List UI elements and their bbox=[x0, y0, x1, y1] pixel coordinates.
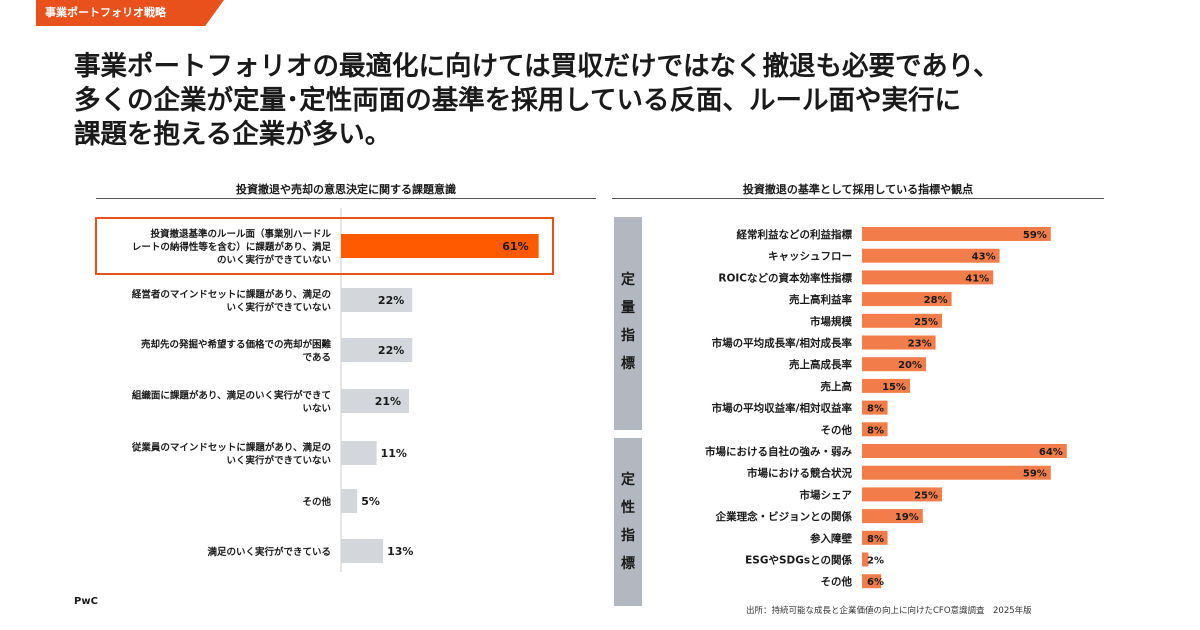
left-value-label: 22% bbox=[378, 294, 404, 307]
left-value-label: 21% bbox=[375, 395, 401, 408]
left-value-label: 61% bbox=[502, 240, 528, 253]
right-bar bbox=[862, 292, 952, 307]
right-bar bbox=[862, 509, 923, 524]
right-bar bbox=[862, 444, 1067, 458]
right-chart-title: 投資撤退の基準として採用している指標や観点 bbox=[742, 183, 974, 196]
left-category-label: である bbox=[303, 352, 331, 364]
right-value-label: 15% bbox=[882, 382, 906, 393]
right-bar bbox=[862, 574, 882, 589]
left-value-label: 11% bbox=[381, 447, 407, 460]
left-category-label: 従業員のマインドセットに課題があり、満足の bbox=[131, 442, 331, 454]
right-value-label: 6% bbox=[867, 577, 884, 588]
right-category-label: ESGやSDGsとの関係 bbox=[745, 554, 852, 567]
source-note: 出所：持続可能な成長と企業価値の向上に向けたCFO意識調査 2025年版 bbox=[746, 606, 1032, 616]
right-category-label: その他 bbox=[821, 575, 853, 588]
left-chart-rule bbox=[96, 198, 596, 199]
right-category-label: 売上高成長率 bbox=[789, 358, 852, 371]
left-category-label: 投資撤退基準のルール面（事業別ハードル bbox=[150, 228, 331, 240]
section-tag: 事業ポートフォリオ戦略 bbox=[36, 0, 224, 26]
right-value-label: 8% bbox=[867, 404, 884, 415]
left-category-label: 売却先の発掘や希望する価格での売却が困難 bbox=[141, 339, 332, 351]
right-category-label: 市場における自社の強み・弱み bbox=[705, 445, 852, 458]
left-value-label: 22% bbox=[378, 344, 404, 357]
left-bar bbox=[341, 539, 384, 563]
left-bar bbox=[341, 338, 413, 362]
headline-line: 事業ポートフォリオの最適化に向けては買収だけではなく撤退も必要であり、 bbox=[74, 51, 1000, 82]
qualitative-group-label: 定 性 指 標 bbox=[621, 472, 635, 572]
left-category-label: 経営者のマインドセットに課題があり、満足の bbox=[132, 289, 331, 301]
right-category-label: 売上高 bbox=[821, 380, 853, 393]
left-bar bbox=[341, 288, 413, 312]
right-value-label: 20% bbox=[898, 360, 922, 371]
right-value-label: 8% bbox=[867, 534, 884, 545]
headline-line: 多くの企業が定量･定性両面の基準を採用している反面、ルール面や実行に bbox=[74, 85, 961, 116]
left-bar bbox=[341, 441, 377, 465]
brand-logo-text: PwC bbox=[74, 596, 98, 607]
right-bar bbox=[862, 400, 888, 415]
right-bar bbox=[862, 357, 926, 372]
qualitative-group-box bbox=[614, 438, 642, 606]
left-category-label: その他 bbox=[302, 496, 331, 508]
right-category-label: 市場シェア bbox=[800, 488, 853, 501]
right-bar bbox=[862, 313, 942, 328]
right-value-label: 19% bbox=[895, 512, 919, 523]
right-category-label: 市場の平均収益率/相対収益率 bbox=[712, 402, 853, 415]
right-bar bbox=[862, 227, 1051, 241]
right-bar bbox=[862, 270, 994, 285]
right-value-label: 2% bbox=[867, 556, 884, 567]
left-category-label: いない bbox=[302, 404, 331, 415]
right-value-label: 25% bbox=[914, 317, 938, 328]
left-bar bbox=[341, 489, 358, 513]
left-bar bbox=[341, 389, 410, 413]
right-bar bbox=[862, 378, 910, 393]
right-chart-rule bbox=[612, 198, 1104, 199]
right-bar-chart: 経常利益などの利益指標 59% キャッシュフロー 43% ROICなどの資本効率性指標 4… bbox=[705, 227, 1067, 589]
right-category-label: その他 bbox=[821, 423, 853, 436]
right-category-label: 企業理念・ビジョンとの関係 bbox=[715, 510, 853, 523]
right-category-label: 市場規模 bbox=[810, 315, 852, 328]
highlight-frame bbox=[95, 217, 554, 275]
right-bar bbox=[862, 335, 936, 350]
quantitative-group-box bbox=[614, 217, 642, 430]
left-bar bbox=[341, 234, 539, 258]
left-chart-title: 投資撤退や売却の意思決定に関する課題意識 bbox=[236, 183, 456, 196]
left-category-label: いく実行ができていない bbox=[226, 302, 331, 314]
right-value-label: 64% bbox=[1039, 447, 1063, 458]
headline-line: 課題を抱える企業が多い。 bbox=[74, 119, 392, 150]
right-category-label: 市場の平均成長率/相対成長率 bbox=[712, 337, 853, 350]
left-bar-chart: 投資撤退基準のルール面（事業別ハードルレートの納得性等を含む）に課題があり、満足… bbox=[95, 208, 554, 572]
left-value-label: 5% bbox=[361, 495, 380, 508]
right-bar bbox=[862, 530, 888, 545]
right-value-label: 25% bbox=[914, 490, 938, 501]
right-value-label: 28% bbox=[924, 295, 948, 306]
right-value-label: 8% bbox=[867, 425, 884, 436]
right-value-label: 41% bbox=[965, 273, 989, 284]
right-bar bbox=[862, 552, 869, 567]
left-category-label: のいく実行ができていない bbox=[217, 254, 331, 266]
left-category-label: 組織面に課題があり、満足のいく実行ができて bbox=[132, 390, 331, 402]
right-category-label: ROICなどの資本効率性指標 bbox=[718, 271, 852, 284]
left-category-label: レートの納得性等を含む）に課題があり、満足 bbox=[132, 241, 332, 253]
right-bar bbox=[862, 465, 1051, 480]
left-category-label: いく実行ができていない bbox=[226, 455, 331, 467]
right-category-label: 市場における競合状況 bbox=[747, 467, 852, 480]
right-category-label: 売上高利益率 bbox=[789, 293, 852, 306]
right-bar bbox=[862, 487, 942, 502]
right-category-label: 参入障壁 bbox=[810, 532, 852, 545]
quantitative-group-label: 定 量 指 標 bbox=[621, 272, 635, 372]
page-headline: 事業ポートフォリオの最適化に向けては買収だけではなく撤退も必要であり、 多くの企… bbox=[74, 50, 1154, 152]
right-bar bbox=[862, 422, 888, 437]
right-value-label: 59% bbox=[1023, 469, 1047, 480]
right-value-label: 43% bbox=[972, 252, 996, 263]
right-value-label: 59% bbox=[1023, 230, 1047, 241]
right-category-label: 経常利益などの利益指標 bbox=[737, 228, 853, 241]
left-category-label: 満足のいく実行ができている bbox=[207, 546, 331, 558]
right-category-label: キャッシュフロー bbox=[768, 251, 852, 263]
right-value-label: 23% bbox=[908, 339, 932, 350]
left-value-label: 13% bbox=[387, 545, 413, 558]
right-bar bbox=[862, 248, 1000, 263]
